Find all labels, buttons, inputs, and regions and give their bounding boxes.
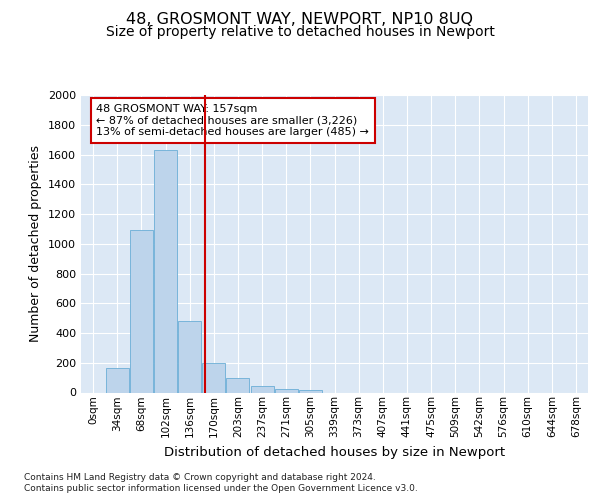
- Text: 48, GROSMONT WAY, NEWPORT, NP10 8UQ: 48, GROSMONT WAY, NEWPORT, NP10 8UQ: [127, 12, 473, 28]
- Bar: [251, 386, 274, 392]
- Bar: [154, 150, 177, 392]
- Y-axis label: Number of detached properties: Number of detached properties: [29, 145, 43, 342]
- Text: Contains public sector information licensed under the Open Government Licence v3: Contains public sector information licen…: [24, 484, 418, 493]
- Bar: [226, 378, 250, 392]
- Bar: [106, 368, 128, 392]
- Bar: [178, 321, 201, 392]
- Text: Size of property relative to detached houses in Newport: Size of property relative to detached ho…: [106, 25, 494, 39]
- Bar: [275, 389, 298, 392]
- Bar: [130, 230, 153, 392]
- Text: 48 GROSMONT WAY: 157sqm
← 87% of detached houses are smaller (3,226)
13% of semi: 48 GROSMONT WAY: 157sqm ← 87% of detache…: [96, 104, 369, 137]
- Bar: [299, 390, 322, 392]
- Text: Contains HM Land Registry data © Crown copyright and database right 2024.: Contains HM Land Registry data © Crown c…: [24, 472, 376, 482]
- X-axis label: Distribution of detached houses by size in Newport: Distribution of detached houses by size …: [164, 446, 505, 458]
- Bar: [202, 363, 225, 392]
